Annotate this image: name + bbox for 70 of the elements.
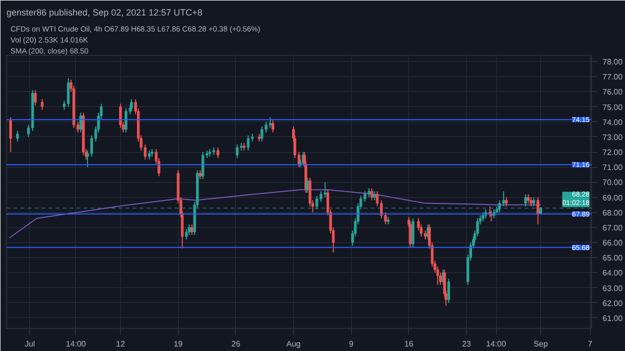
- candlestick: [66, 78, 70, 108]
- candlestick: [16, 130, 19, 142]
- x-tick-label: 14:00: [486, 340, 507, 348]
- y-tick-label: 75.00: [602, 102, 624, 112]
- y-tick-label: 77.00: [602, 72, 624, 82]
- y-tick-label: 76.00: [602, 88, 624, 97]
- candlestick: [34, 90, 37, 106]
- candlestick: [185, 228, 188, 240]
- y-tick-label: 63.00: [602, 284, 624, 293]
- candlestick: [202, 152, 204, 180]
- candlestick: [236, 144, 239, 159]
- candlestick: [268, 116, 272, 128]
- chart-title: genster86 published, Sep 02, 2021 12:57 UTC+8: [6, 8, 202, 18]
- y-tick-label: 65.00: [602, 254, 624, 263]
- y-tick-label: 73.00: [602, 132, 624, 142]
- y-tick-label: 72.00: [602, 148, 624, 158]
- y-tick-label: 78.00: [602, 58, 624, 67]
- candlestick: [316, 195, 318, 210]
- candlestick: [447, 278, 450, 304]
- candlestick: [148, 150, 151, 160]
- y-tick-label: 67.00: [602, 223, 624, 232]
- candlestick: [40, 98, 44, 110]
- x-tick-label: 7: [588, 340, 593, 348]
- x-tick-label: 23: [462, 340, 472, 348]
- candlestick: [368, 188, 370, 198]
- y-tick-label: 71.00: [602, 163, 624, 172]
- candlestick: [373, 190, 376, 201]
- x-tick-label: 14:00: [66, 340, 86, 348]
- candlestick: [260, 126, 264, 142]
- candlestick: [526, 194, 530, 204]
- y-tick-label: 61.00: [602, 314, 624, 323]
- candlestick: [272, 120, 274, 133]
- candlestick: [364, 190, 366, 202]
- candlestick: [536, 196, 540, 225]
- candlestick: [190, 224, 194, 236]
- x-tick-label: 9: [348, 340, 354, 348]
- y-tick-label: 70.00: [602, 178, 624, 188]
- x-tick-label: 26: [231, 340, 241, 348]
- candlestick: [530, 196, 532, 207]
- candlestick: [412, 218, 414, 248]
- candlestick: [324, 182, 326, 198]
- x-tick-label: Sep: [534, 340, 548, 348]
- candlestick: [246, 134, 250, 152]
- line-series: [8, 189, 542, 239]
- candlestick: [79, 112, 82, 133]
- candlestick: [124, 108, 128, 133]
- y-tick-label: 74.00: [602, 118, 624, 127]
- y-tick-label: 62.00: [602, 298, 624, 308]
- candlestick: [524, 194, 527, 207]
- candlestick: [119, 103, 122, 128]
- candlestick: [482, 212, 484, 222]
- candlestick: [370, 188, 374, 201]
- candlestick: [198, 170, 202, 180]
- y-tick-label: 66.00: [602, 238, 624, 248]
- y-tick-label: 68.00: [602, 208, 624, 218]
- y-tick-label: 64.00: [602, 268, 624, 278]
- x-tick-label: 19: [174, 340, 184, 348]
- candlestick: [498, 200, 501, 213]
- candlestick: [320, 190, 322, 202]
- candlestick: [216, 147, 220, 159]
- candlestick: [532, 196, 536, 207]
- x-tick-label: Aug: [286, 340, 301, 348]
- candlestick: [188, 224, 190, 236]
- x-tick-label: Jul: [24, 340, 36, 348]
- candlestick: [502, 190, 505, 207]
- candlestick: [505, 196, 508, 207]
- x-tick-label: 16: [404, 340, 414, 348]
- x-tick-label: 12: [116, 340, 126, 348]
- y-tick-label: 69.00: [602, 193, 624, 202]
- candlestick: [9, 116, 12, 153]
